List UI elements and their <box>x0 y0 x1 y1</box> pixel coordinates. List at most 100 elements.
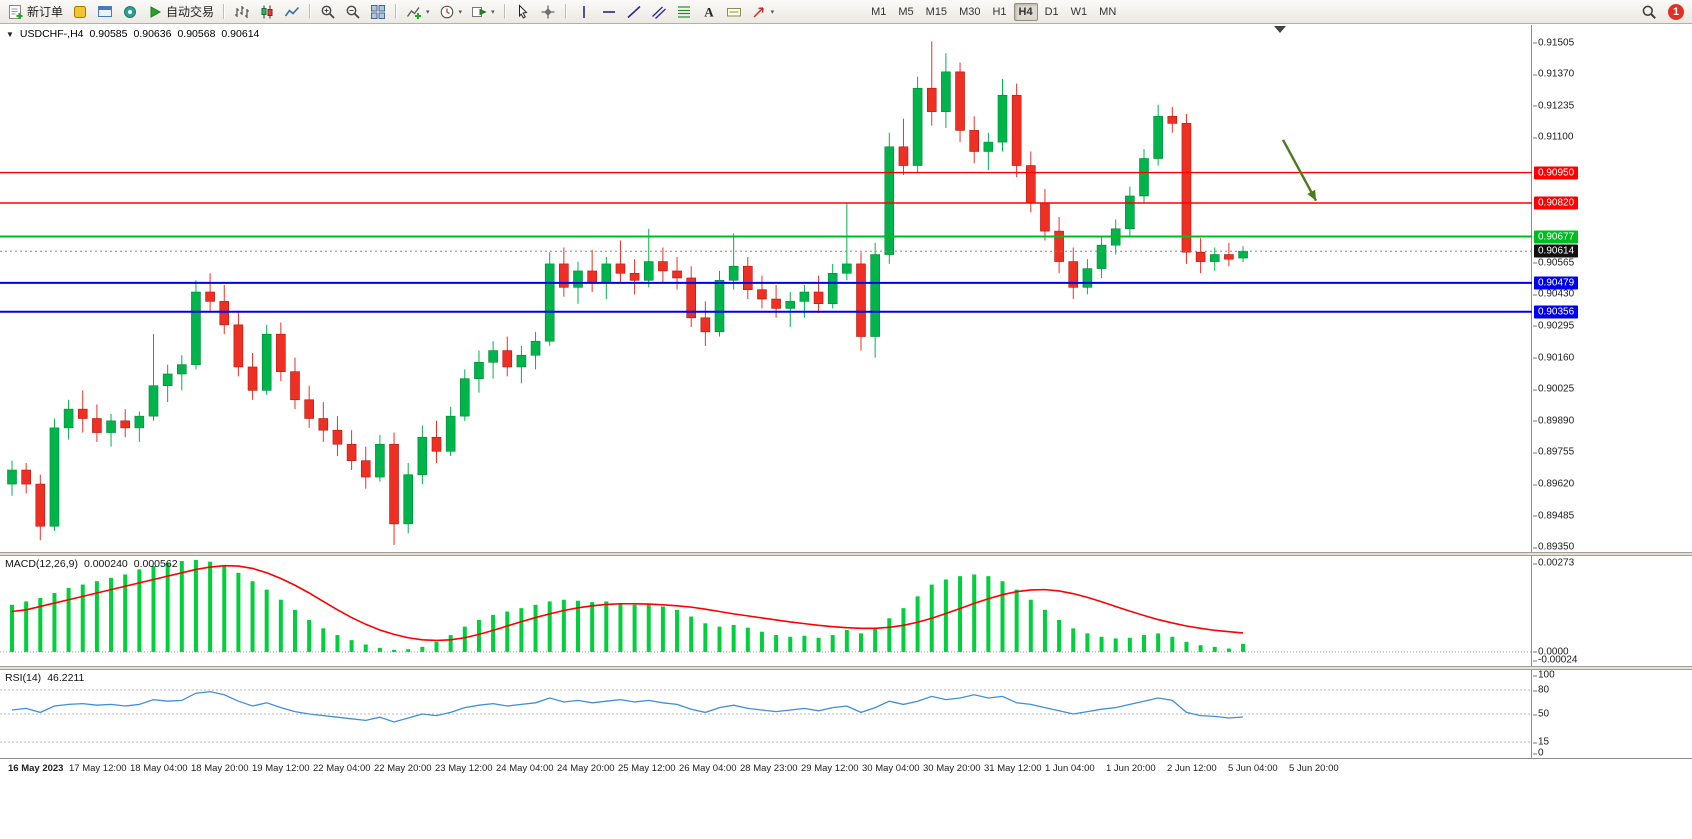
time-label: 31 May 12:00 <box>984 763 1042 774</box>
macd-plot[interactable]: MACD(12,26,9) 0.000240 0.000562 <box>0 556 1532 666</box>
time-label: 19 May 12:00 <box>252 763 310 774</box>
metaeditor-button[interactable] <box>68 2 92 22</box>
arrow-annotation[interactable] <box>1281 139 1318 202</box>
time-label: 30 May 04:00 <box>862 763 920 774</box>
collapse-arrow-icon[interactable]: ▼ <box>6 29 14 39</box>
notification-badge[interactable]: 1 <box>1668 3 1684 20</box>
time-label: 5 Jun 20:00 <box>1289 763 1339 774</box>
price-tick-label: 0.89620 <box>1532 478 1575 490</box>
line-chart-button[interactable] <box>280 2 304 22</box>
timeframe-mn-button[interactable]: MN <box>1094 3 1121 21</box>
macd-signal-value: 0.000562 <box>133 558 178 570</box>
price-line-label[interactable]: 0.90479 <box>1534 276 1579 290</box>
time-label: 22 May 04:00 <box>313 763 371 774</box>
metaeditor-icon <box>72 4 88 20</box>
timeframe-m15-button[interactable]: M15 <box>921 3 952 21</box>
chart-title: ▼ USDCHF-,H4 0.90585 0.90636 0.90568 0.9… <box>6 28 259 40</box>
rsi-level-label: 100 <box>1533 670 1555 681</box>
fibonacci-button[interactable] <box>672 2 696 22</box>
templates-button[interactable]: ▾ <box>467 2 499 22</box>
macd-chart[interactable] <box>0 556 1532 666</box>
search-button[interactable] <box>1637 2 1661 22</box>
main-toolbar: 新订单 自动交易 ▾ ▾ ▾ A ▾ M1 M5 M15 M30 H1 H4 D1 W1 MN 1 <box>0 0 1692 24</box>
autotrading-button[interactable]: 自动交易 <box>143 2 218 22</box>
price-line-label[interactable]: 0.90677 <box>1534 230 1579 243</box>
candlestick-chart[interactable] <box>0 25 1532 552</box>
macd-zero-label: 0.0000 <box>1533 646 1569 658</box>
zoom-out-button[interactable] <box>341 2 365 22</box>
price-tick-label: 0.91100 <box>1532 131 1574 143</box>
text-button[interactable]: A <box>697 2 721 22</box>
price-axis[interactable]: 0.91505 0.91370 0.91235 0.91100 0.90565 0.904… <box>1532 25 1691 552</box>
macd-max-label: 0.00273 <box>1532 557 1575 569</box>
price-tick-label: 0.89350 <box>1532 541 1575 552</box>
current-price-label[interactable]: 0.90614 <box>1534 244 1579 258</box>
rsi-chart[interactable] <box>0 670 1532 758</box>
strategy-tester-button[interactable] <box>118 2 142 22</box>
arrow-annotation-head <box>1307 189 1316 201</box>
market-watch-icon <box>97 4 113 20</box>
price-tick-label: 0.91370 <box>1532 68 1575 80</box>
rsi-params: RSI(14) <box>5 672 42 684</box>
arrows-button[interactable]: ▾ <box>747 2 779 22</box>
price-tick-label: 0.89485 <box>1532 510 1575 522</box>
chart-shift-marker-icon[interactable] <box>1274 26 1286 33</box>
channel-button[interactable] <box>647 2 671 22</box>
trendline-button[interactable] <box>622 2 646 22</box>
price-tick-label: 0.89755 <box>1532 446 1575 458</box>
new-chart-icon <box>406 4 422 20</box>
autotrading-play-icon <box>147 4 163 20</box>
time-label: 25 May 12:00 <box>618 763 676 774</box>
timeframe-m1-button[interactable]: M1 <box>866 3 891 21</box>
toolbar-separator <box>223 4 226 19</box>
time-label: 24 May 20:00 <box>557 763 615 774</box>
timeframe-h4-button[interactable]: H4 <box>1013 2 1038 21</box>
macd-label: MACD(12,26,9) 0.000240 0.000562 <box>5 558 178 570</box>
rsi-plot[interactable]: RSI(14) 46.2211 <box>0 670 1532 758</box>
cursor-button[interactable] <box>511 2 535 22</box>
candlestick-chart-button[interactable] <box>255 2 279 22</box>
timeframe-m5-button[interactable]: M5 <box>893 3 918 21</box>
price-line-label[interactable]: 0.90950 <box>1534 166 1579 180</box>
rsi-line <box>11 690 1244 723</box>
time-label: 16 May 2023 <box>8 763 64 774</box>
rsi-axis[interactable]: 100 80 50 15 0 <box>1532 670 1691 758</box>
tile-windows-button[interactable] <box>366 2 390 22</box>
vertical-line-button[interactable] <box>572 2 596 22</box>
timeframe-h1-button[interactable]: H1 <box>987 3 1011 21</box>
text-label-icon <box>726 4 742 20</box>
crosshair-button[interactable] <box>536 2 560 22</box>
main-chart-panel: ▼ USDCHF-,H4 0.90585 0.90636 0.90568 0.9… <box>0 25 1692 552</box>
timeframe-m30-button[interactable]: M30 <box>954 3 985 21</box>
price-tick-label: 0.91505 <box>1532 37 1575 49</box>
period-button[interactable]: ▾ <box>435 2 467 22</box>
rsi-level-label: 50 <box>1532 708 1550 720</box>
candlestick-chart-icon <box>259 4 275 20</box>
timeframe-d1-button[interactable]: D1 <box>1040 3 1064 21</box>
new-order-button[interactable]: 新订单 <box>4 2 67 22</box>
price-tick-label: 0.90565 <box>1532 257 1575 269</box>
rsi-label: RSI(14) 46.2211 <box>5 672 84 684</box>
timeframe-w1-button[interactable]: W1 <box>1066 3 1093 21</box>
vertical-line-icon <box>576 4 592 20</box>
price-line-label[interactable]: 0.90820 <box>1534 196 1579 210</box>
time-label: 18 May 04:00 <box>130 763 188 774</box>
price-chart-plot[interactable]: ▼ USDCHF-,H4 0.90585 0.90636 0.90568 0.9… <box>0 25 1532 552</box>
panel-splitter[interactable] <box>0 552 1692 556</box>
panel-splitter[interactable] <box>0 666 1692 670</box>
dropdown-caret-icon: ▾ <box>491 8 495 16</box>
toolbar-separator <box>564 4 567 19</box>
time-axis[interactable]: 16 May 2023 17 May 12:00 18 May 04:00 18 Ma… <box>0 758 1692 780</box>
fibonacci-retracement-icon <box>676 4 692 20</box>
text-label-button[interactable] <box>722 2 746 22</box>
zoom-out-icon <box>345 4 361 20</box>
market-watch-button[interactable] <box>93 2 117 22</box>
new-chart-button[interactable]: ▾ <box>402 2 434 22</box>
price-line-label[interactable]: 0.90356 <box>1534 305 1579 319</box>
bar-chart-button[interactable] <box>230 2 254 22</box>
zoom-in-button[interactable] <box>316 2 340 22</box>
horizontal-line-button[interactable] <box>597 2 621 22</box>
macd-axis[interactable]: 0.00273 0.0000 -0.00024 <box>1532 556 1691 666</box>
toolbar-separator <box>395 4 398 19</box>
